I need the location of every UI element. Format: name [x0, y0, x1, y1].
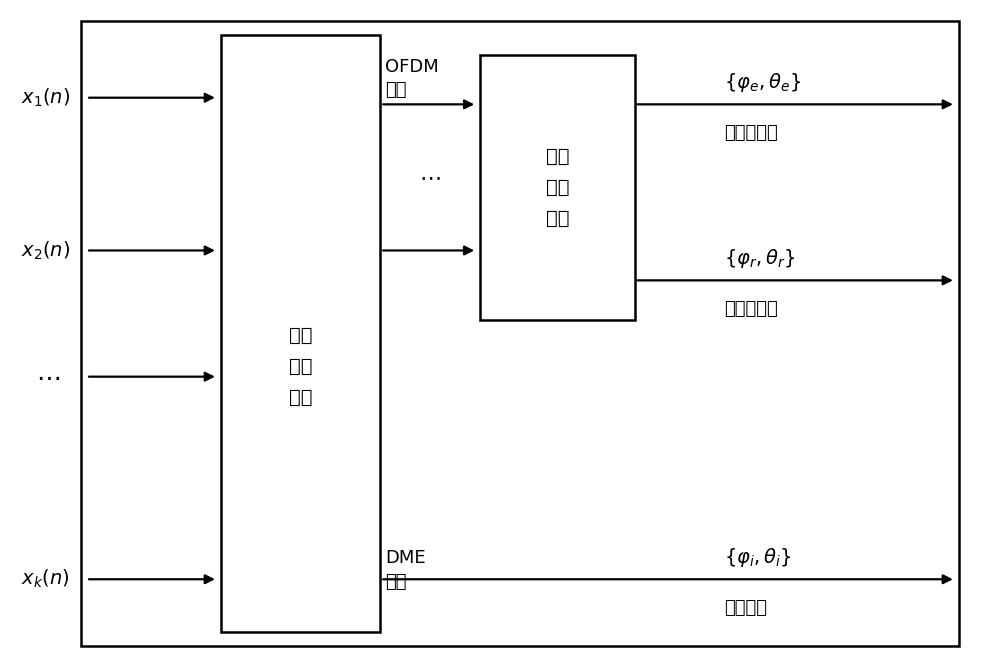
- Text: $x_k(n)$: $x_k(n)$: [21, 568, 70, 590]
- Bar: [81, 21, 959, 646]
- Text: DME
信号: DME 信号: [385, 550, 426, 591]
- Text: $\{\varphi_r,\theta_r\}$: $\{\varphi_r,\theta_r\}$: [724, 247, 796, 270]
- Text: 时域
强度
比较: 时域 强度 比较: [546, 147, 569, 228]
- Bar: [480, 55, 635, 320]
- Text: 直射径信号: 直射径信号: [724, 124, 778, 142]
- Bar: [221, 35, 380, 632]
- Text: $\cdots$: $\cdots$: [419, 167, 441, 187]
- Text: OFDM
信号: OFDM 信号: [385, 58, 439, 99]
- Text: 散射径信号: 散射径信号: [724, 300, 778, 318]
- Text: $\cdots$: $\cdots$: [36, 365, 60, 389]
- Text: $x_2(n)$: $x_2(n)$: [21, 239, 71, 261]
- Text: 频域
强度
比较: 频域 强度 比较: [289, 326, 312, 408]
- Text: $\{\varphi_i,\theta_i\}$: $\{\varphi_i,\theta_i\}$: [724, 546, 792, 570]
- Text: 干扰信号: 干扰信号: [724, 599, 767, 617]
- Text: $\{\varphi_e,\theta_e\}$: $\{\varphi_e,\theta_e\}$: [724, 71, 801, 94]
- Text: $x_1(n)$: $x_1(n)$: [21, 87, 71, 109]
